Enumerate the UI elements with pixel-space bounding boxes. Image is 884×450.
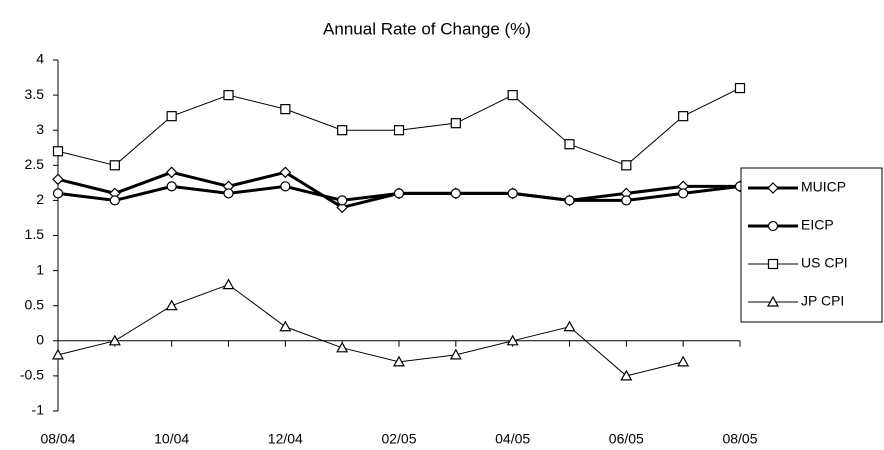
data-point (677, 355, 690, 367)
data-point (564, 195, 575, 206)
data-point (507, 89, 518, 101)
data-point (109, 160, 120, 171)
y-tick-label: 3.5 (25, 86, 45, 102)
legend-label: US CPI (801, 255, 848, 271)
data-point (621, 195, 632, 206)
legend-label: EICP (801, 217, 834, 233)
data-point (222, 278, 235, 290)
data-point (223, 89, 234, 101)
data-point (393, 188, 405, 199)
data-point (51, 348, 65, 360)
data-point (337, 195, 348, 206)
x-tick-label: 02/05 (381, 431, 416, 447)
data-point (393, 125, 405, 136)
data-point (223, 188, 234, 199)
data-point (279, 320, 292, 332)
data-point (564, 139, 575, 150)
data-point (280, 181, 291, 192)
y-tick-label: 3 (36, 121, 44, 137)
data-point (620, 369, 633, 381)
x-tick-label: 08/04 (40, 431, 75, 447)
y-tick-label: -1 (32, 402, 45, 418)
data-point (109, 195, 120, 206)
y-tick-label: 2.5 (25, 156, 45, 172)
y-tick-label: 1 (36, 261, 44, 277)
data-point (165, 299, 178, 311)
data-point (166, 181, 177, 192)
chart-title: Annual Rate of Change (%) (323, 19, 531, 38)
data-point (279, 166, 292, 179)
legend-box (740, 167, 883, 323)
x-tick-label: 12/04 (268, 431, 303, 447)
y-tick-label: 1.5 (25, 226, 45, 242)
y-tick-label: 0 (36, 332, 44, 348)
data-point (563, 320, 576, 332)
data-point (450, 118, 461, 129)
data-point (336, 201, 349, 214)
y-tick-label: 4 (36, 51, 44, 67)
data-point (678, 111, 689, 122)
legend-marker (767, 258, 779, 270)
legend-label: MUICP (801, 179, 846, 195)
data-point (108, 334, 121, 346)
data-point (165, 166, 178, 179)
y-tick-label: 2 (36, 191, 44, 207)
data-point (166, 111, 177, 122)
data-point (280, 104, 291, 115)
legend-marker (766, 295, 780, 307)
data-point (392, 355, 406, 367)
data-point (52, 173, 64, 186)
x-tick-label: 08/05 (722, 431, 757, 447)
data-point (506, 334, 519, 346)
x-tick-label: 04/05 (495, 431, 530, 447)
series-line (57, 284, 684, 377)
data-point (52, 188, 64, 199)
x-tick-label: 10/04 (154, 431, 189, 447)
legend-label: JP CPI (801, 293, 844, 309)
data-point (621, 160, 632, 171)
data-point (678, 188, 689, 199)
legend-marker (767, 220, 779, 232)
data-point (337, 125, 348, 136)
data-point (336, 341, 349, 353)
data-point (52, 146, 64, 157)
data-point (734, 82, 746, 94)
data-point (507, 188, 518, 199)
data-point (450, 188, 461, 199)
data-point (449, 348, 462, 360)
legend-marker (767, 182, 779, 194)
y-tick-label: -0.5 (20, 367, 44, 383)
y-tick-label: 0.5 (25, 296, 45, 312)
x-tick-label: 06/05 (609, 431, 644, 447)
